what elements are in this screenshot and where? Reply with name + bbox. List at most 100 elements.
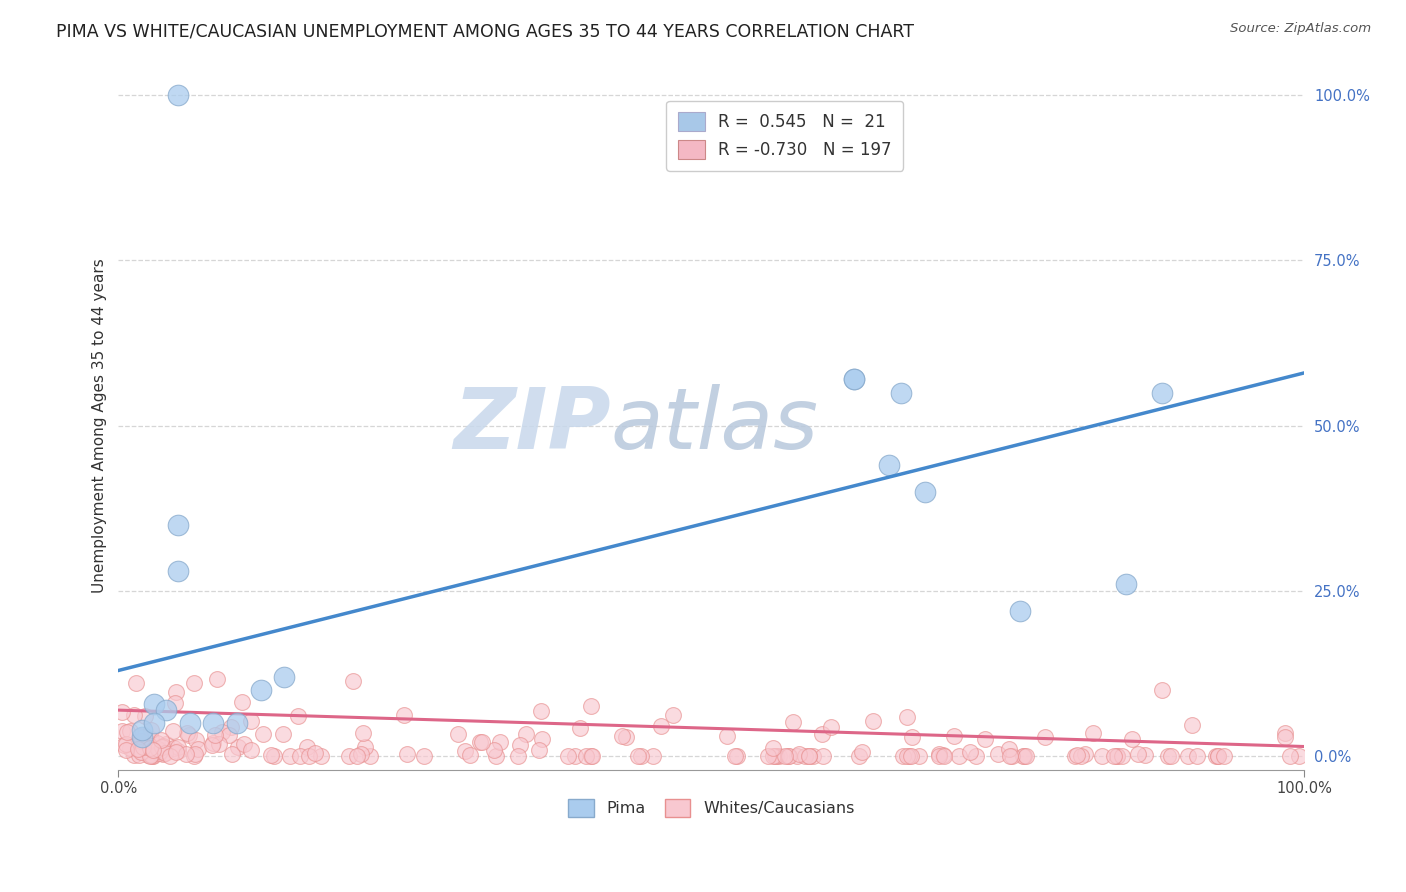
Point xyxy=(231,695,253,709)
Point xyxy=(263,749,285,764)
Point xyxy=(616,731,638,745)
Point xyxy=(304,746,326,760)
Point xyxy=(1091,749,1114,764)
Point xyxy=(801,749,824,764)
Point xyxy=(218,728,240,742)
Point xyxy=(128,748,150,763)
Point xyxy=(564,749,586,764)
Point xyxy=(568,721,591,735)
Point xyxy=(1107,749,1129,764)
Point xyxy=(166,740,188,755)
Point xyxy=(141,748,163,763)
Point xyxy=(129,733,152,747)
Point xyxy=(508,749,530,764)
Point xyxy=(131,730,153,744)
Point xyxy=(610,730,633,744)
Point xyxy=(529,704,551,718)
Point xyxy=(897,749,920,764)
Point xyxy=(226,740,249,755)
Point xyxy=(724,749,747,764)
Point xyxy=(763,749,786,764)
Point xyxy=(862,714,884,729)
Point xyxy=(187,741,209,756)
Point xyxy=(122,708,145,723)
Point xyxy=(1102,749,1125,764)
Point xyxy=(786,749,808,764)
Point xyxy=(765,749,787,764)
Point xyxy=(239,742,262,756)
Point xyxy=(353,740,375,755)
Point xyxy=(260,747,283,762)
Point xyxy=(1135,747,1157,762)
Point xyxy=(581,749,603,764)
Point xyxy=(131,723,153,737)
Point xyxy=(127,742,149,756)
Point xyxy=(205,672,228,686)
Point xyxy=(1126,747,1149,761)
Point xyxy=(842,372,865,386)
Point xyxy=(179,716,201,731)
Point xyxy=(447,726,470,740)
Point xyxy=(342,673,364,688)
Point xyxy=(252,727,274,741)
Text: Source: ZipAtlas.com: Source: ZipAtlas.com xyxy=(1230,22,1371,36)
Point xyxy=(298,749,321,764)
Point xyxy=(756,749,779,764)
Point xyxy=(233,737,256,751)
Point xyxy=(129,729,152,743)
Point xyxy=(149,732,172,747)
Point xyxy=(928,749,950,764)
Point xyxy=(138,738,160,752)
Point xyxy=(1205,749,1227,764)
Point xyxy=(896,749,918,764)
Point xyxy=(907,749,929,764)
Point xyxy=(146,742,169,756)
Point xyxy=(471,735,494,749)
Point xyxy=(148,746,170,760)
Point xyxy=(1274,730,1296,744)
Point xyxy=(482,743,505,757)
Point xyxy=(249,683,271,698)
Point xyxy=(1105,749,1128,764)
Point xyxy=(998,749,1021,764)
Point xyxy=(974,731,997,746)
Point xyxy=(1015,749,1038,764)
Point xyxy=(948,749,970,764)
Point xyxy=(811,727,834,741)
Point xyxy=(146,736,169,750)
Point xyxy=(662,707,685,722)
Point xyxy=(761,741,783,756)
Point xyxy=(627,749,650,764)
Point xyxy=(527,742,550,756)
Point xyxy=(271,727,294,741)
Point xyxy=(1012,749,1035,764)
Y-axis label: Unemployment Among Ages 35 to 44 years: Unemployment Among Ages 35 to 44 years xyxy=(93,259,107,593)
Point xyxy=(575,749,598,764)
Point xyxy=(134,708,156,723)
Point xyxy=(959,745,981,759)
Point xyxy=(142,749,165,764)
Point xyxy=(793,749,815,764)
Point xyxy=(352,726,374,740)
Point xyxy=(1064,749,1087,764)
Point xyxy=(111,705,134,719)
Point xyxy=(932,748,955,763)
Point xyxy=(1288,748,1310,763)
Point xyxy=(1212,749,1234,764)
Point xyxy=(1177,749,1199,764)
Point xyxy=(1274,725,1296,739)
Point xyxy=(136,748,159,763)
Point xyxy=(201,735,224,749)
Point xyxy=(278,749,301,764)
Point xyxy=(350,747,373,761)
Point xyxy=(1208,749,1230,764)
Point xyxy=(129,745,152,759)
Point xyxy=(204,728,226,742)
Point xyxy=(163,696,186,710)
Point xyxy=(219,720,242,734)
Point xyxy=(122,747,145,762)
Point xyxy=(273,670,295,684)
Point xyxy=(311,748,333,763)
Point xyxy=(176,726,198,740)
Point xyxy=(141,723,163,737)
